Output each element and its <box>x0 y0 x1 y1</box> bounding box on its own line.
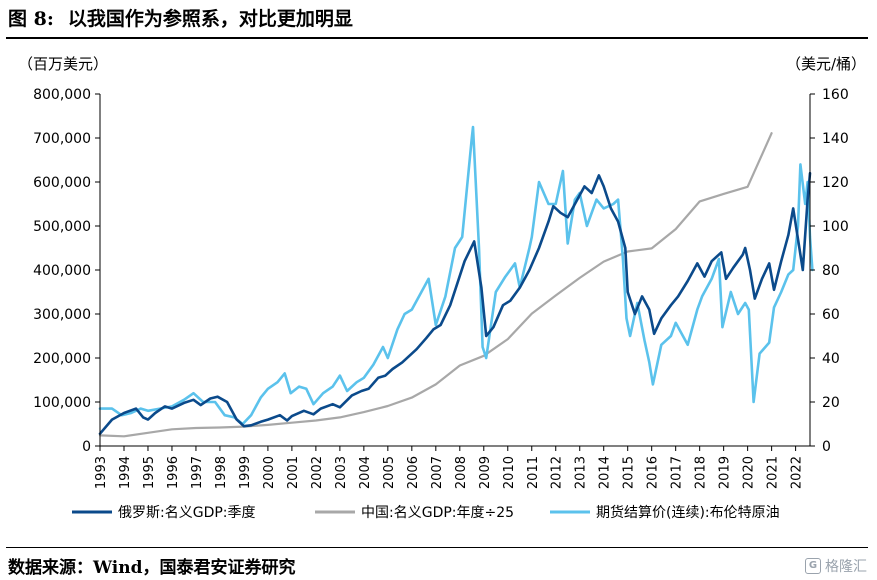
right-tick-label: 100 <box>822 219 849 235</box>
x-tick-label: 2005 <box>382 456 397 489</box>
x-tick-label: 2022 <box>790 456 805 489</box>
legend-item-china: 中国:名义GDP:年度÷25 <box>315 505 514 521</box>
legend-item-brent: 期货结算价(连续):布伦特原油 <box>550 504 780 521</box>
series-line-china <box>98 132 773 438</box>
left-tick-label: 100,000 <box>33 395 91 411</box>
x-tick-label: 2010 <box>502 456 517 489</box>
right-tick-label: 0 <box>822 439 831 455</box>
x-tick-label: 2017 <box>670 456 685 489</box>
legend-label: 俄罗斯:名义GDP:季度 <box>118 505 256 521</box>
legend-item-russia: 俄罗斯:名义GDP:季度 <box>72 505 256 521</box>
right-tick-label: 160 <box>822 87 849 103</box>
series-line-russia <box>98 171 812 436</box>
x-tick-label: 1999 <box>238 456 253 489</box>
x-tick-label: 2021 <box>766 456 781 489</box>
x-tick-label: 1997 <box>190 456 205 489</box>
right-tick-label: 80 <box>822 263 840 279</box>
x-tick-label: 1998 <box>214 456 229 489</box>
series-line-brent <box>98 125 814 426</box>
right-tick-label: 120 <box>822 175 849 191</box>
left-tick-label: 200,000 <box>33 351 91 367</box>
x-tick-label: 2012 <box>550 456 565 489</box>
left-axis-unit: （百万美元） <box>18 55 108 73</box>
x-tick-label: 2018 <box>694 456 709 489</box>
x-tick-label: 1994 <box>118 456 133 489</box>
x-tick-label: 2019 <box>718 456 733 489</box>
x-tick-label: 1995 <box>142 456 157 489</box>
figure-label: 图 8: <box>8 8 54 30</box>
source-note: 数据来源：Wind，国泰君安证券研究 <box>8 558 296 578</box>
x-tick-label: 1993 <box>94 456 109 489</box>
left-tick-label: 800,000 <box>33 87 91 103</box>
figure-title: 图 8: 以我国作为参照系，对比更加明显 <box>8 4 353 31</box>
right-tick-label: 60 <box>822 307 840 323</box>
x-tick-label: 2002 <box>310 456 325 489</box>
left-tick-label: 400,000 <box>33 263 91 279</box>
chart: （百万美元） （美元/桶） 0 100,000 200,000 300,000 400,… <box>18 55 866 521</box>
legend-label: 期货结算价(连续):布伦特原油 <box>596 504 780 521</box>
watermark-text: 格隆汇 <box>825 559 867 575</box>
right-tick-label: 20 <box>822 395 840 411</box>
watermark-logo-icon: G <box>805 558 821 574</box>
x-tick-label: 1996 <box>166 456 181 489</box>
source-rule <box>6 547 868 548</box>
x-tick-label: 2007 <box>430 456 445 489</box>
x-tick-label: 2013 <box>574 456 589 489</box>
x-tick-label: 2008 <box>454 456 469 489</box>
title-rule <box>6 37 868 39</box>
axes: 0 100,000 200,000 300,000 400,000 500,000 600,… <box>33 87 849 489</box>
watermark: G 格隆汇 <box>805 556 867 576</box>
legend: 俄罗斯:名义GDP:季度 中国:名义GDP:年度÷25 期货结算价(连续):布伦特原… <box>72 504 780 521</box>
left-tick-label: 0 <box>82 439 91 455</box>
left-tick-label: 300,000 <box>33 307 91 323</box>
right-axis-unit: （美元/桶） <box>786 55 866 73</box>
x-tick-label: 2004 <box>358 456 373 489</box>
right-tick-label: 40 <box>822 351 840 367</box>
series-lines <box>98 125 814 438</box>
x-tick-label: 2011 <box>526 456 541 489</box>
x-tick-label: 2006 <box>406 456 421 489</box>
figure-title-text: 以我国作为参照系，对比更加明显 <box>67 8 353 30</box>
x-tick-label: 2001 <box>286 456 301 489</box>
x-tick-label: 2003 <box>334 456 349 489</box>
x-tick-label: 2020 <box>742 456 757 489</box>
legend-label: 中国:名义GDP:年度÷25 <box>361 505 514 521</box>
left-tick-label: 700,000 <box>33 131 91 147</box>
x-tick-label: 2015 <box>622 456 637 489</box>
left-tick-label: 600,000 <box>33 175 91 191</box>
right-tick-label: 140 <box>822 131 849 147</box>
left-tick-label: 500,000 <box>33 219 91 235</box>
x-tick-label: 2016 <box>646 456 661 489</box>
x-tick-label: 2009 <box>478 456 493 489</box>
x-tick-label: 2000 <box>262 456 277 489</box>
x-tick-label: 2014 <box>598 456 613 489</box>
